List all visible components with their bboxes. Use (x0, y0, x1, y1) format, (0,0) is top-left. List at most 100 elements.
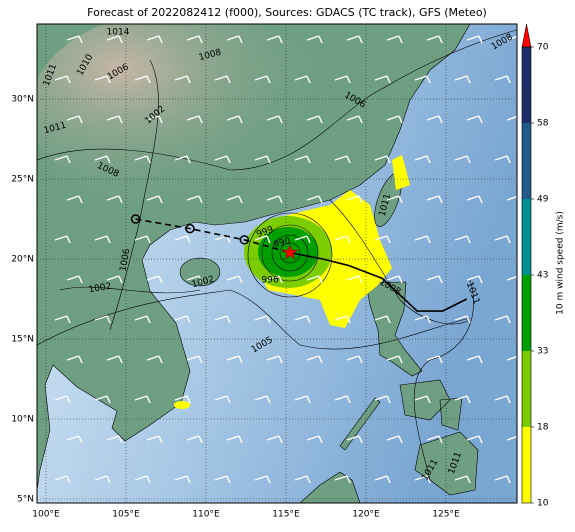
wind-barb (374, 235, 391, 244)
track-point (239, 235, 250, 245)
wind-barb (494, 315, 511, 324)
wind-barb (66, 275, 83, 284)
isobar-label: 1014 (107, 28, 130, 38)
wind-barb (106, 435, 123, 444)
wind-barb (226, 355, 243, 364)
wind-barb (66, 35, 83, 44)
colorbar-segment (522, 275, 531, 351)
wind-barb (386, 275, 403, 284)
wind-barb (454, 315, 471, 324)
wind-barb (254, 235, 271, 244)
wind-barb (426, 355, 443, 364)
wind-barb (174, 235, 191, 244)
land-palawan (339, 397, 381, 451)
wind-barb (334, 155, 351, 164)
isobar-label: 990 (273, 236, 292, 250)
wind-barb (54, 475, 71, 484)
wind-barb (414, 475, 431, 484)
wind-barb (66, 355, 83, 364)
x-tick-label: 120°E (352, 510, 380, 520)
wind-barb (466, 195, 483, 204)
colorbar-tick-label: 58 (537, 119, 549, 129)
wind-barb (306, 435, 323, 444)
wind-barb (294, 235, 311, 244)
isobar-label: 996 (261, 276, 278, 286)
wind-barb (186, 435, 203, 444)
wind-barb (414, 75, 431, 84)
wind-barb (494, 155, 511, 164)
wind-barb (494, 235, 511, 244)
wind-barb (426, 195, 443, 204)
y-tick-label: 30°N (11, 95, 34, 105)
y-tick-label: 5°N (17, 495, 34, 505)
wind-barb (66, 195, 83, 204)
wind-barb (466, 275, 483, 284)
colorbar-tick-label: 10 (537, 499, 549, 509)
wind-barb (174, 395, 191, 404)
wind-barb (334, 475, 351, 484)
wind-barb (494, 395, 511, 404)
wind-barb (146, 435, 163, 444)
wind-barb (174, 315, 191, 324)
wind-barb (94, 395, 111, 404)
wind-barb (334, 395, 351, 404)
colorbar-segment (522, 123, 531, 199)
wind-barb (266, 35, 283, 44)
wind-barb (226, 115, 243, 124)
wind-barb (306, 275, 323, 284)
x-tick-label: 105°E (112, 510, 140, 520)
wind-barb (306, 355, 323, 364)
track-point (130, 214, 141, 224)
wind-barb (94, 235, 111, 244)
wind-barb (94, 75, 111, 84)
wind-barb (346, 275, 363, 284)
wind-barb (414, 395, 431, 404)
wind-barb (254, 155, 271, 164)
wind-barb (386, 355, 403, 364)
wind-barb (506, 435, 517, 441)
wind-barb (106, 195, 123, 204)
wind-barb (214, 75, 231, 84)
isobar-label: 1002 (88, 282, 112, 296)
wind-barb (186, 115, 203, 124)
wind-barb (466, 35, 483, 44)
wind-barb (506, 275, 517, 281)
wind-barb (426, 435, 443, 444)
wind-barb (294, 155, 311, 164)
wind-barb (266, 275, 283, 284)
wind-barb (146, 35, 163, 44)
wind-barb (294, 395, 311, 404)
wind-barb (334, 235, 351, 244)
wind-barb (266, 115, 283, 124)
wind-barb (374, 155, 391, 164)
wind-barb (346, 355, 363, 364)
colorbar-segment (522, 427, 531, 503)
wind-barb (506, 35, 517, 41)
wind-barb (266, 435, 283, 444)
wind-barb (454, 155, 471, 164)
wind-barb (266, 195, 283, 204)
wind-barb (134, 155, 151, 164)
wind-barb (506, 115, 517, 121)
wind-barb (146, 275, 163, 284)
wind-barb (94, 315, 111, 324)
wind-barb (106, 355, 123, 364)
wind-barb (186, 35, 203, 44)
wind-barb (294, 75, 311, 84)
wind-barb (426, 35, 443, 44)
x-tick-label: 115°E (272, 510, 300, 520)
land-luzon (365, 281, 423, 377)
isobar-label: 1006 (119, 248, 133, 273)
wind-barb (106, 35, 123, 44)
wind-barb (134, 75, 151, 84)
wind-barb (186, 355, 203, 364)
wind-barb (146, 115, 163, 124)
wind-barb (506, 355, 517, 361)
map-frame (36, 23, 518, 504)
wind-barb (386, 115, 403, 124)
wind-barb (386, 435, 403, 444)
wind-barb (306, 195, 323, 204)
wind-barb (254, 395, 271, 404)
